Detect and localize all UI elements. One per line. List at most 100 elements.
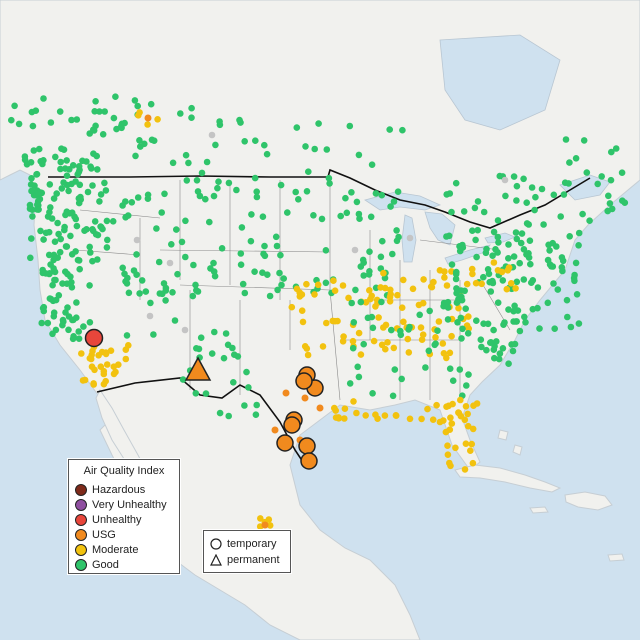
station-marker — [259, 213, 267, 220]
station-marker — [448, 420, 456, 427]
station-marker — [45, 251, 53, 259]
station-marker — [468, 265, 476, 273]
station-marker — [443, 191, 451, 198]
station-marker — [75, 335, 83, 343]
station-marker — [196, 192, 204, 200]
station-marker — [522, 319, 529, 326]
station-marker — [567, 323, 575, 331]
station-marker — [304, 351, 312, 359]
station-marker — [398, 375, 406, 383]
station-marker — [369, 324, 377, 332]
station-marker — [453, 299, 461, 307]
station-marker — [415, 301, 423, 309]
station-marker — [510, 253, 518, 260]
station-marker — [507, 280, 515, 287]
station-marker — [495, 239, 502, 246]
station-marker — [96, 198, 103, 205]
station-marker — [348, 299, 356, 307]
station-marker — [393, 237, 401, 245]
station-marker — [248, 211, 255, 218]
station-marker — [303, 188, 311, 195]
station-marker — [418, 336, 426, 344]
station-marker — [343, 209, 351, 217]
station-marker — [562, 136, 570, 143]
station-marker — [434, 327, 441, 335]
station-marker — [274, 286, 281, 294]
station-marker — [34, 206, 41, 213]
station-marker — [169, 159, 177, 167]
station-marker — [233, 186, 240, 194]
station-marker — [99, 131, 107, 138]
station-marker — [469, 459, 477, 467]
station-marker — [409, 285, 417, 293]
station-marker — [482, 249, 490, 257]
station-marker — [161, 190, 168, 198]
station-marker — [276, 269, 283, 277]
station-marker — [432, 340, 439, 348]
station-marker — [366, 268, 373, 275]
station-marker — [189, 292, 197, 300]
station-marker — [86, 243, 93, 251]
station-marker — [305, 168, 312, 175]
station-marker — [348, 189, 355, 196]
station-marker — [372, 303, 379, 310]
station-marker — [280, 275, 288, 282]
station-marker — [387, 203, 394, 210]
station-marker — [123, 280, 131, 287]
station-marker — [303, 280, 310, 288]
temporary-label: temporary — [227, 538, 277, 550]
station-marker — [159, 290, 166, 298]
station-marker — [315, 120, 322, 127]
station-marker — [155, 258, 163, 266]
station-marker — [40, 95, 47, 102]
station-marker — [420, 276, 427, 283]
station-marker — [573, 291, 581, 298]
station-marker — [52, 153, 59, 161]
station-marker — [68, 251, 76, 258]
station-marker — [87, 249, 94, 256]
station-marker — [37, 189, 44, 196]
station-marker — [322, 279, 330, 287]
station-marker — [427, 283, 435, 291]
station-marker — [357, 298, 365, 306]
station-marker — [104, 236, 111, 244]
station-marker — [63, 157, 70, 164]
station-marker — [605, 192, 612, 200]
station-marker — [406, 234, 414, 242]
station-marker — [125, 289, 133, 297]
station-marker — [571, 277, 578, 285]
station-marker — [247, 237, 255, 245]
station-marker — [94, 166, 101, 173]
station-marker — [65, 187, 72, 195]
station-marker — [472, 279, 480, 287]
legend-label: Very Unhealthy — [92, 498, 167, 511]
station-marker — [381, 284, 389, 292]
station-marker — [440, 417, 447, 424]
puerto-rico — [607, 553, 625, 562]
station-marker — [586, 217, 593, 224]
station-marker — [37, 158, 44, 165]
station-marker — [182, 253, 189, 261]
station-marker — [544, 299, 552, 307]
station-marker — [293, 124, 301, 131]
station-marker — [455, 409, 462, 416]
station-marker — [477, 336, 485, 344]
station-marker — [493, 338, 500, 345]
station-marker — [50, 309, 58, 317]
station-marker — [389, 392, 397, 400]
station-marker — [59, 321, 66, 329]
station-marker — [272, 233, 280, 241]
station-marker — [119, 264, 126, 272]
station-marker — [198, 169, 206, 177]
station-marker — [433, 401, 440, 409]
station-marker — [89, 182, 96, 189]
station-marker — [251, 268, 258, 276]
station-marker — [499, 277, 507, 284]
station-marker — [534, 284, 542, 291]
station-marker — [461, 287, 469, 295]
station-marker — [510, 307, 517, 315]
station-marker — [264, 271, 271, 279]
station-marker — [40, 307, 48, 315]
station-marker — [362, 412, 370, 419]
station-marker — [583, 169, 591, 176]
